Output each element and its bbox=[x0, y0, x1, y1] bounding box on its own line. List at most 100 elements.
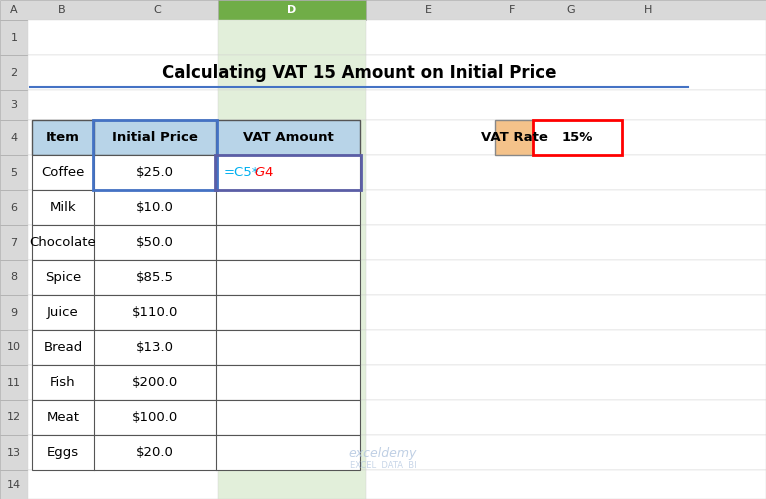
Text: Eggs: Eggs bbox=[47, 446, 79, 459]
Bar bbox=[218, 190, 366, 225]
Text: Juice: Juice bbox=[47, 306, 79, 319]
Bar bbox=[0, 225, 28, 260]
Text: 10: 10 bbox=[7, 342, 21, 352]
Bar bbox=[32, 155, 360, 190]
Bar bbox=[32, 400, 360, 435]
Text: $200.0: $200.0 bbox=[132, 376, 178, 389]
Bar bbox=[0, 120, 28, 155]
Bar bbox=[28, 400, 766, 435]
Bar bbox=[495, 120, 533, 155]
Text: E: E bbox=[424, 5, 431, 15]
Bar bbox=[0, 470, 28, 499]
Bar bbox=[0, 260, 28, 295]
Text: 2: 2 bbox=[11, 67, 18, 77]
Text: 15%: 15% bbox=[561, 131, 593, 144]
Bar bbox=[32, 120, 360, 155]
Text: $50.0: $50.0 bbox=[136, 236, 174, 249]
Bar bbox=[0, 365, 28, 400]
Bar bbox=[218, 55, 366, 90]
Text: Fish: Fish bbox=[51, 376, 76, 389]
Bar bbox=[28, 330, 766, 365]
Bar bbox=[93, 120, 217, 190]
Text: $G$4: $G$4 bbox=[254, 166, 274, 179]
Bar bbox=[0, 435, 28, 470]
Bar bbox=[215, 155, 361, 190]
Bar bbox=[28, 470, 766, 499]
Bar bbox=[0, 155, 28, 190]
Bar bbox=[28, 225, 766, 260]
Text: 6: 6 bbox=[11, 203, 18, 213]
Bar bbox=[28, 435, 766, 470]
Text: Bread: Bread bbox=[44, 341, 83, 354]
Text: 12: 12 bbox=[7, 413, 21, 423]
Text: 8: 8 bbox=[11, 272, 18, 282]
Text: 1: 1 bbox=[11, 32, 18, 42]
Text: Initial Price: Initial Price bbox=[112, 131, 198, 144]
Bar bbox=[0, 55, 28, 90]
Bar bbox=[28, 20, 766, 55]
Text: Item: Item bbox=[46, 131, 80, 144]
Bar bbox=[218, 330, 366, 365]
Bar bbox=[28, 190, 766, 225]
Bar bbox=[32, 330, 360, 365]
Bar bbox=[218, 0, 366, 20]
Text: G: G bbox=[567, 5, 575, 15]
Bar bbox=[28, 120, 766, 155]
Bar bbox=[218, 365, 366, 400]
Text: Meat: Meat bbox=[47, 411, 80, 424]
Bar bbox=[28, 260, 766, 295]
Bar bbox=[533, 120, 622, 155]
Bar bbox=[28, 90, 766, 120]
Text: VAT Amount: VAT Amount bbox=[243, 131, 333, 144]
Bar bbox=[28, 295, 766, 330]
Bar bbox=[0, 0, 766, 20]
Bar bbox=[0, 90, 28, 120]
Bar bbox=[32, 225, 360, 260]
Bar bbox=[32, 435, 360, 470]
Text: 7: 7 bbox=[11, 238, 18, 248]
Bar bbox=[218, 225, 366, 260]
Text: 9: 9 bbox=[11, 307, 18, 317]
Text: 14: 14 bbox=[7, 480, 21, 490]
Text: A: A bbox=[10, 5, 18, 15]
Bar bbox=[32, 260, 360, 295]
Text: =C5*: =C5* bbox=[224, 166, 260, 179]
Bar bbox=[28, 55, 766, 90]
Text: $10.0: $10.0 bbox=[136, 201, 174, 214]
Text: Coffee: Coffee bbox=[41, 166, 85, 179]
Text: VAT Rate: VAT Rate bbox=[480, 131, 548, 144]
Text: H: H bbox=[644, 5, 653, 15]
Text: Spice: Spice bbox=[45, 271, 81, 284]
Text: $25.0: $25.0 bbox=[136, 166, 174, 179]
Bar bbox=[32, 365, 360, 400]
Text: C: C bbox=[153, 5, 161, 15]
Text: 11: 11 bbox=[7, 378, 21, 388]
Text: $20.0: $20.0 bbox=[136, 446, 174, 459]
Text: Milk: Milk bbox=[50, 201, 77, 214]
Text: $85.5: $85.5 bbox=[136, 271, 174, 284]
Bar bbox=[218, 295, 366, 330]
Bar bbox=[218, 120, 366, 155]
Text: $13.0: $13.0 bbox=[136, 341, 174, 354]
Bar bbox=[28, 155, 766, 190]
Text: $100.0: $100.0 bbox=[132, 411, 178, 424]
Text: 4: 4 bbox=[11, 133, 18, 143]
Bar bbox=[218, 260, 366, 295]
Text: F: F bbox=[509, 5, 516, 15]
Text: EXCEL  DATA  BI: EXCEL DATA BI bbox=[350, 461, 416, 470]
Text: B: B bbox=[58, 5, 66, 15]
Text: 5: 5 bbox=[11, 168, 18, 178]
Text: exceldemy: exceldemy bbox=[349, 447, 417, 460]
Bar bbox=[0, 20, 28, 55]
Bar bbox=[0, 400, 28, 435]
Bar bbox=[0, 330, 28, 365]
Bar bbox=[218, 470, 366, 499]
Bar bbox=[32, 190, 360, 225]
Text: D: D bbox=[287, 5, 296, 15]
Text: 13: 13 bbox=[7, 448, 21, 458]
Bar bbox=[0, 295, 28, 330]
Text: $110.0: $110.0 bbox=[132, 306, 178, 319]
Bar bbox=[32, 295, 360, 330]
Bar bbox=[218, 90, 366, 120]
Bar bbox=[218, 155, 366, 190]
